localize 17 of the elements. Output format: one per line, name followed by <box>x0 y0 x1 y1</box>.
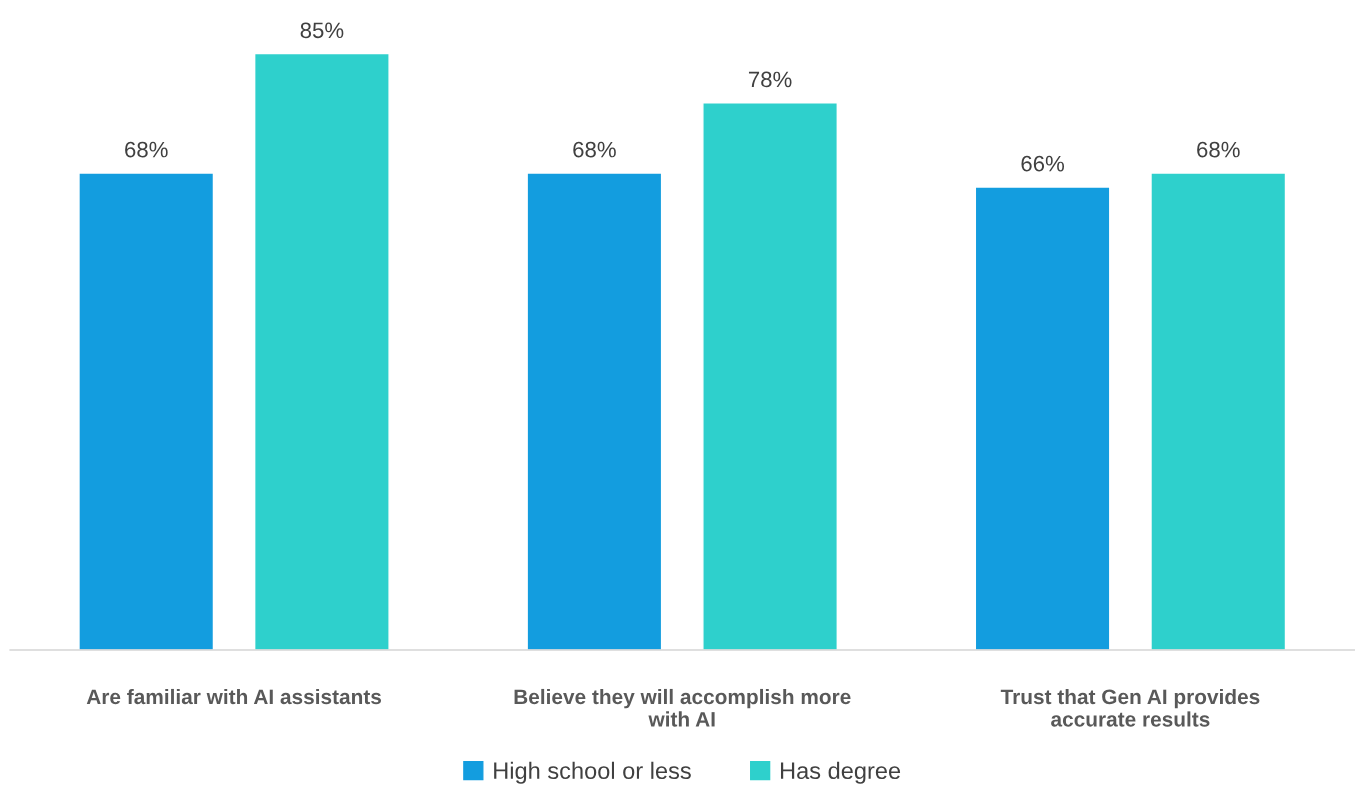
data-label: 68% <box>573 141 616 158</box>
x-tick-label: Are familiar with AI assistants <box>86 688 382 705</box>
data-label: 68% <box>125 141 168 158</box>
bar <box>78 172 215 651</box>
bar <box>526 172 663 651</box>
data-label: 85% <box>300 22 344 39</box>
legend-label: Has degree <box>780 761 901 784</box>
x-tick-label: Trust that Gen AI provides accurate results <box>1000 688 1260 727</box>
bar <box>253 52 390 651</box>
bar <box>702 102 838 651</box>
data-label: 78% <box>748 71 792 88</box>
data-label: 66% <box>1021 155 1065 172</box>
bar <box>974 186 1111 651</box>
bar <box>1150 172 1287 651</box>
legend-label: High school or less <box>494 761 691 784</box>
data-label: 68% <box>1197 141 1240 158</box>
x-tick-label: Believe they will accomplish more with AI <box>514 688 851 727</box>
